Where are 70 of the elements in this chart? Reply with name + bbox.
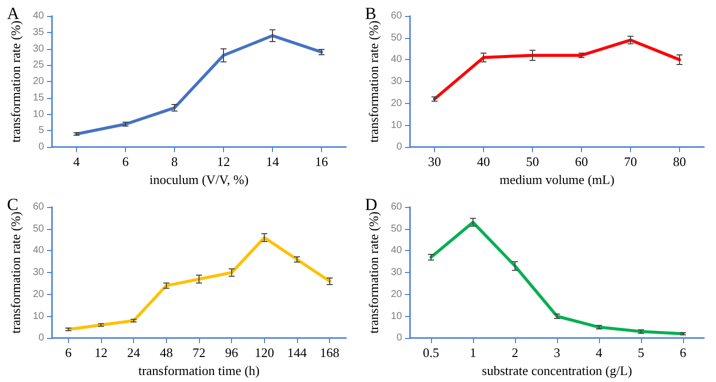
y-tick-label: 10 xyxy=(32,108,44,120)
x-tick-label: 14 xyxy=(266,154,280,170)
y-tick-label: 40 xyxy=(390,245,402,256)
x-tick-label: 168 xyxy=(320,345,340,360)
x-tick-label: 60 xyxy=(575,154,588,170)
y-axis-title: transformation rate (%) xyxy=(366,212,381,334)
x-tick-label: 12 xyxy=(94,345,108,360)
y-tick-label: 30 xyxy=(390,267,402,278)
y-tick-label: 25 xyxy=(32,60,44,71)
y-tick-label: 40 xyxy=(32,10,44,22)
x-tick-label: 96 xyxy=(225,345,239,360)
x-axis-title: substrate concentration (g/L) xyxy=(482,363,632,378)
y-tick-label: 35 xyxy=(32,26,44,38)
y-tick-label: 20 xyxy=(32,76,44,88)
x-tick-label: 12 xyxy=(217,154,230,170)
y-tick-label: 20 xyxy=(390,288,402,300)
y-tick-label: 5 xyxy=(38,125,44,136)
y-tick-label: 30 xyxy=(32,267,44,278)
y-tick-label: 10 xyxy=(32,310,44,322)
y-tick-label: 30 xyxy=(32,43,44,54)
x-tick-label: 8 xyxy=(171,154,178,170)
x-axis-title: transformation time (h) xyxy=(138,363,260,378)
y-tick-label: 10 xyxy=(390,310,402,322)
x-tick-label: 6 xyxy=(65,345,72,360)
x-tick-label: 144 xyxy=(287,345,308,360)
line-series xyxy=(433,38,681,101)
x-tick-label: 30 xyxy=(428,154,441,170)
x-tick-label: 3 xyxy=(554,345,560,360)
x-tick-label: 48 xyxy=(160,345,173,360)
y-axis-title: transformation rate (%) xyxy=(8,212,23,334)
y-axis-title: transformation rate (%) xyxy=(8,20,23,143)
y-tick-label: 0 xyxy=(38,332,44,344)
x-tick-label: 16 xyxy=(315,154,328,170)
x-tick-label: 40 xyxy=(477,154,490,170)
x-tick-label: 1 xyxy=(470,345,476,360)
x-tick-label: 4 xyxy=(596,345,603,360)
line-series xyxy=(66,236,332,331)
x-tick-label: 24 xyxy=(127,345,141,360)
y-tick-label: 50 xyxy=(390,32,402,44)
x-tick-label: 80 xyxy=(673,154,686,170)
y-tick-label: 15 xyxy=(32,92,44,104)
x-tick-label: 6 xyxy=(680,345,687,360)
y-tick-label: 50 xyxy=(390,223,402,234)
y-tick-label: 20 xyxy=(390,98,402,109)
y-tick-label: 60 xyxy=(390,10,402,22)
y-axis-title: transformation rate (%) xyxy=(366,20,381,143)
x-tick-label: 5 xyxy=(638,345,644,360)
y-tick-label: 0 xyxy=(38,142,44,153)
y-tick-label: 50 xyxy=(32,223,44,234)
line-series xyxy=(430,220,684,336)
x-tick-label: 50 xyxy=(526,154,539,170)
x-tick-label: 72 xyxy=(192,345,206,360)
y-tick-label: 40 xyxy=(390,54,402,66)
x-axis-title: medium volume (mL) xyxy=(500,172,614,187)
y-tick-label: 0 xyxy=(396,332,402,344)
y-tick-label: 60 xyxy=(390,202,402,212)
x-tick-label: 70 xyxy=(624,154,637,170)
x-axis-title: inoculum (V/V, %) xyxy=(149,172,249,187)
y-tick-label: 40 xyxy=(32,245,44,256)
x-tick-label: 0.5 xyxy=(422,345,440,360)
y-tick-label: 0 xyxy=(396,142,402,153)
x-tick-label: 4 xyxy=(73,154,80,170)
x-tick-label: 6 xyxy=(122,154,130,170)
y-tick-label: 20 xyxy=(32,288,44,300)
y-tick-label: 10 xyxy=(390,120,402,131)
y-tick-label: 30 xyxy=(390,76,402,88)
line-series xyxy=(75,34,323,136)
x-tick-label: 120 xyxy=(254,345,274,360)
x-tick-label: 2 xyxy=(512,345,518,360)
y-tick-label: 60 xyxy=(32,202,44,212)
